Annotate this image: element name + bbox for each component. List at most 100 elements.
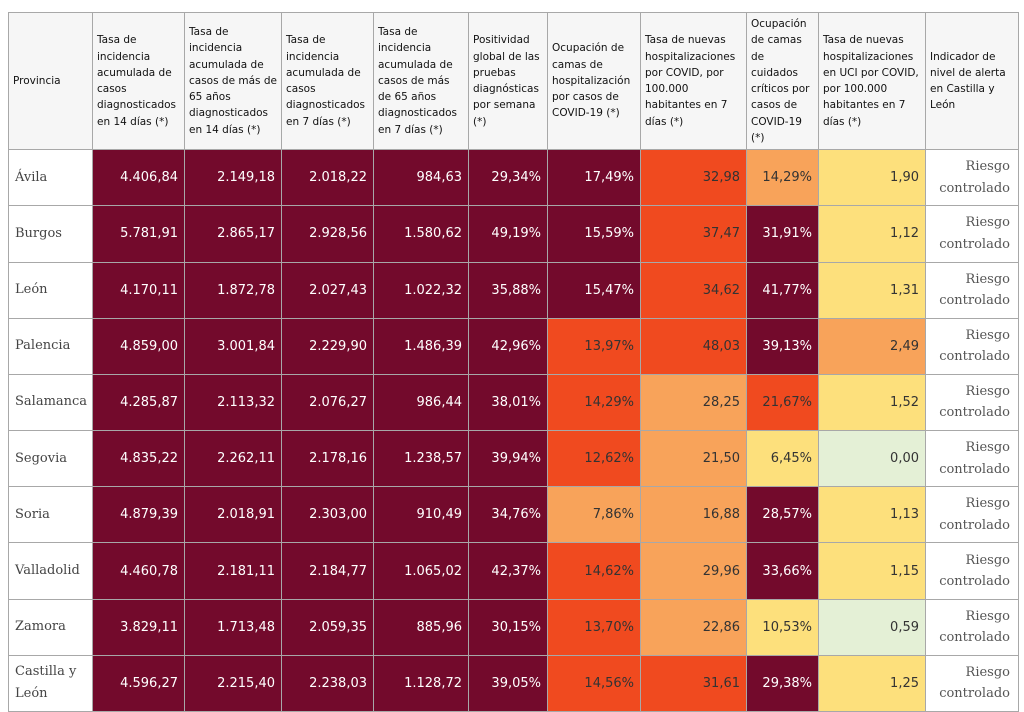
value-cell: 21,67%	[746, 373, 819, 432]
value-cell: 1.022,32	[373, 261, 469, 319]
province-cell: Ávila	[8, 149, 93, 207]
value-cell: 41,77%	[746, 261, 819, 319]
value-cell: 1,15	[818, 542, 926, 600]
value-cell: 2.303,00	[281, 486, 374, 544]
column-header: Positividad global de las pruebas diagnó…	[468, 11, 548, 151]
value-cell: 4.859,00	[92, 317, 185, 375]
value-cell: 38,01%	[468, 373, 548, 432]
value-cell: 14,29%	[746, 149, 819, 207]
value-cell: 42,37%	[468, 542, 548, 600]
column-header: Tasa de nuevas hospitalizaciones por COV…	[640, 11, 747, 151]
province-cell: Segovia	[8, 430, 93, 488]
value-cell: 15,47%	[547, 261, 641, 319]
value-cell: 1.238,57	[373, 430, 469, 488]
value-cell: 2.113,32	[184, 373, 282, 432]
value-cell: 910,49	[373, 486, 469, 544]
value-cell: 32,98	[640, 149, 747, 207]
value-cell: 885,96	[373, 598, 469, 656]
province-cell: Palencia	[8, 317, 93, 375]
table-row: Zamora 3.829,11 1.713,48 2.059,35 885,96 30,1…	[8, 598, 1019, 656]
column-header: Tasa de incidencia acumulada de casos di…	[92, 11, 185, 151]
value-cell: 21,50	[640, 430, 747, 488]
value-cell: 4.879,39	[92, 486, 185, 544]
value-cell: 2.215,40	[184, 654, 282, 712]
table-row: Valladolid 4.460,78 2.181,11 2.184,77 1.065,…	[8, 542, 1019, 600]
value-cell: 42,96%	[468, 317, 548, 375]
value-cell: 30,15%	[468, 598, 548, 656]
province-cell: León	[8, 261, 93, 319]
value-cell: 986,44	[373, 373, 469, 432]
value-cell: 35,88%	[468, 261, 548, 319]
value-cell: 2.865,17	[184, 205, 282, 263]
value-cell: 1.872,78	[184, 261, 282, 319]
value-cell: 4.406,84	[92, 149, 185, 207]
value-cell: 2.262,11	[184, 430, 282, 488]
table-body: Ávila 4.406,84 2.149,18 2.018,22 984,63 29,34…	[8, 149, 1019, 712]
value-cell: 2.149,18	[184, 149, 282, 207]
value-cell: 1.580,62	[373, 205, 469, 263]
alert-cell: Riesgo controlado	[925, 542, 1019, 600]
column-header: Ocupación de camas de cuidados críticos …	[746, 11, 819, 151]
province-cell: Burgos	[8, 205, 93, 263]
value-cell: 5.781,91	[92, 205, 185, 263]
table-row: Ávila 4.406,84 2.149,18 2.018,22 984,63 29,34…	[8, 149, 1019, 207]
province-cell: Zamora	[8, 598, 93, 656]
table-row: Segovia 4.835,22 2.262,11 2.178,16 1.238,57 3…	[8, 430, 1019, 488]
value-cell: 2,49	[818, 317, 926, 375]
value-cell: 16,88	[640, 486, 747, 544]
value-cell: 1.486,39	[373, 317, 469, 375]
value-cell: 1,31	[818, 261, 926, 319]
value-cell: 2.059,35	[281, 598, 374, 656]
value-cell: 0,00	[818, 430, 926, 488]
alert-cell: Riesgo controlado	[925, 317, 1019, 375]
value-cell: 2.178,16	[281, 430, 374, 488]
value-cell: 2.928,56	[281, 205, 374, 263]
table-row: Burgos 5.781,91 2.865,17 2.928,56 1.580,62 49…	[8, 205, 1019, 263]
value-cell: 1,52	[818, 373, 926, 432]
alert-cell: Riesgo controlado	[925, 430, 1019, 488]
value-cell: 2.018,91	[184, 486, 282, 544]
table-row: Castilla y León 4.596,27 2.215,40 2.238,03 1…	[8, 654, 1019, 712]
alert-cell: Riesgo controlado	[925, 654, 1019, 712]
value-cell: 4.170,11	[92, 261, 185, 319]
value-cell: 34,62	[640, 261, 747, 319]
province-cell: Soria	[8, 486, 93, 544]
value-cell: 1.128,72	[373, 654, 469, 712]
value-cell: 1,25	[818, 654, 926, 712]
value-cell: 2.181,11	[184, 542, 282, 600]
value-cell: 39,13%	[746, 317, 819, 375]
alert-cell: Riesgo controlado	[925, 373, 1019, 432]
value-cell: 49,19%	[468, 205, 548, 263]
value-cell: 39,05%	[468, 654, 548, 712]
value-cell: 28,25	[640, 373, 747, 432]
value-cell: 984,63	[373, 149, 469, 207]
column-header: Tasa de incidencia acumulada de casos di…	[281, 11, 374, 151]
value-cell: 4.835,22	[92, 430, 185, 488]
value-cell: 1,13	[818, 486, 926, 544]
column-header: Indicador de nivel de alerta en Castilla…	[925, 11, 1019, 151]
province-cell: Salamanca	[8, 373, 93, 432]
column-header: Tasa de incidencia acumulada de casos de…	[184, 11, 282, 151]
value-cell: 7,86%	[547, 486, 641, 544]
alert-cell: Riesgo controlado	[925, 261, 1019, 319]
alert-cell: Riesgo controlado	[925, 205, 1019, 263]
value-cell: 4.596,27	[92, 654, 185, 712]
value-cell: 3.001,84	[184, 317, 282, 375]
value-cell: 2.027,43	[281, 261, 374, 319]
value-cell: 1,90	[818, 149, 926, 207]
value-cell: 3.829,11	[92, 598, 185, 656]
value-cell: 39,94%	[468, 430, 548, 488]
value-cell: 1.713,48	[184, 598, 282, 656]
value-cell: 1.065,02	[373, 542, 469, 600]
value-cell: 15,59%	[547, 205, 641, 263]
value-cell: 14,56%	[547, 654, 641, 712]
value-cell: 2.018,22	[281, 149, 374, 207]
column-header: Provincia	[8, 11, 93, 151]
column-header: Ocupación de camas de hospitalización po…	[547, 11, 641, 151]
alert-table: Provincia Tasa de incidencia acumulada de…	[8, 11, 1019, 712]
value-cell: 6,45%	[746, 430, 819, 488]
value-cell: 14,62%	[547, 542, 641, 600]
value-cell: 34,76%	[468, 486, 548, 544]
value-cell: 2.184,77	[281, 542, 374, 600]
